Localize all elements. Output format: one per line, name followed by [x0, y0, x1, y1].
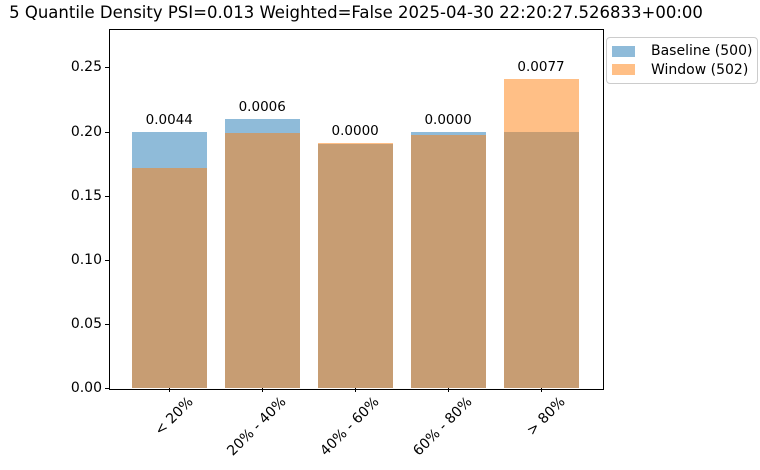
y-tick-label: 0.15	[70, 187, 102, 204]
legend: Baseline (500) Window (502)	[606, 37, 758, 84]
x-tick-label: 20% - 40%	[224, 394, 290, 460]
x-tick-label: > 80%	[523, 394, 569, 439]
y-tick-label: 0.20	[70, 123, 102, 140]
y-tick-mark	[105, 196, 109, 197]
x-tick-mark	[355, 388, 356, 392]
bar-value-label: 0.0077	[517, 59, 565, 75]
bar-value-label: 0.0000	[424, 111, 472, 128]
legend-row-window: Window (502)	[612, 61, 751, 80]
x-tick-mark	[541, 388, 542, 392]
y-tick-label: 0.10	[70, 251, 102, 268]
y-tick-label: 0.05	[70, 315, 102, 332]
y-tick-label: 0.25	[70, 59, 102, 76]
bar-overlap-segment	[410, 135, 486, 388]
x-tick-mark	[262, 388, 263, 392]
legend-label-window: Window (502)	[651, 61, 749, 78]
bar-baseline-segment	[131, 131, 207, 169]
bar-baseline-segment	[224, 118, 300, 133]
bar-window-segment	[317, 142, 393, 145]
y-tick-mark	[105, 132, 109, 133]
bar-overlap-segment	[224, 132, 300, 388]
bar-baseline-segment	[410, 131, 486, 136]
x-tick-label: < 20%	[151, 394, 197, 439]
legend-label-baseline: Baseline (500)	[651, 43, 753, 60]
legend-row-baseline: Baseline (500)	[612, 42, 753, 61]
y-tick-mark	[105, 260, 109, 261]
bar-overlap-segment	[317, 144, 393, 388]
window-swatch-icon	[612, 64, 635, 76]
bar-value-label: 0.0006	[238, 98, 286, 115]
y-tick-mark	[105, 324, 109, 325]
chart-title: 5 Quantile Density PSI=0.013 Weighted=Fa…	[9, 3, 703, 22]
y-tick-mark	[105, 67, 109, 68]
baseline-swatch-icon	[612, 45, 635, 57]
bar-window-segment	[503, 79, 579, 132]
bar-overlap-segment	[503, 131, 579, 388]
bar-value-label: 0.0000	[331, 122, 379, 139]
x-tick-mark	[169, 388, 170, 392]
y-tick-mark	[105, 388, 109, 389]
bar-overlap-segment	[131, 168, 207, 388]
x-tick-label: 60% - 80%	[410, 394, 476, 460]
x-tick-label: 40% - 60%	[317, 394, 383, 460]
bar-value-label: 0.0044	[145, 111, 193, 128]
x-tick-mark	[448, 388, 449, 392]
y-tick-label: 0.00	[70, 380, 102, 396]
